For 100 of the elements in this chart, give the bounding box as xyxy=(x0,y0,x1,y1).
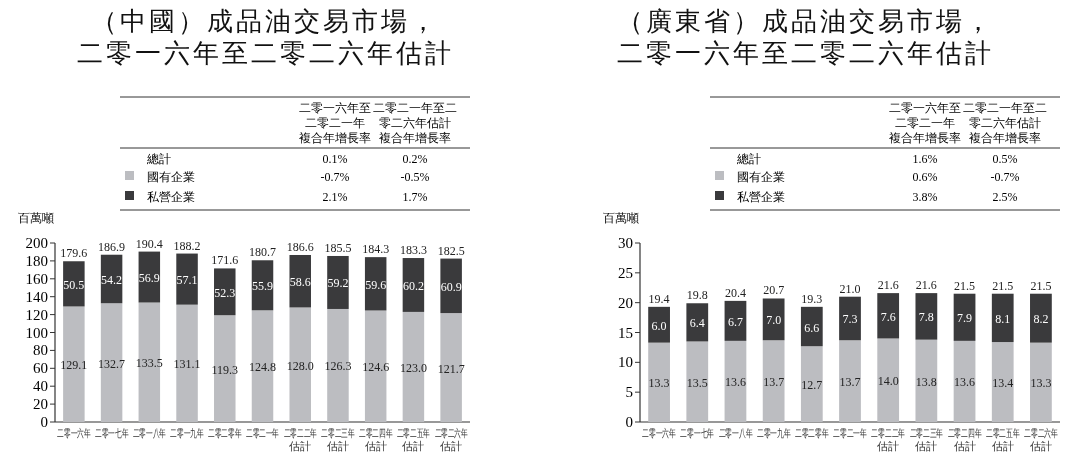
y-tick-label: 30 xyxy=(618,235,633,251)
bar xyxy=(991,293,1014,343)
y-tick-label: 40 xyxy=(33,378,48,395)
text: 二零二一年至二零二六年估計 xyxy=(373,101,457,130)
x-tick-label: 二零二二年估計 xyxy=(283,427,317,452)
x-tick-label: 二零一七年 xyxy=(680,427,715,440)
data-label: 6.0 xyxy=(651,318,667,333)
data-label: 50.5 xyxy=(63,277,85,292)
bar xyxy=(402,311,425,422)
data-label: 13.3 xyxy=(648,376,670,391)
total-label: 19.4 xyxy=(648,291,670,306)
bar xyxy=(251,310,274,422)
x-tick-label: 二零一九年 xyxy=(170,427,204,440)
x-tick-label: 二零一九年 xyxy=(756,427,791,440)
bar xyxy=(327,308,349,422)
y-tick-label: 0 xyxy=(625,414,633,430)
data-label: 6.6 xyxy=(804,320,820,335)
data-label: 6.4 xyxy=(689,316,705,331)
bar xyxy=(214,268,236,316)
y-tick-label: 10 xyxy=(618,354,633,371)
total-label: 171.6 xyxy=(211,253,239,268)
y-tick-label: 140 xyxy=(25,288,48,305)
legend-label: 國有企業 xyxy=(147,170,195,184)
data-label: 124.6 xyxy=(362,360,390,375)
total-label: 186.9 xyxy=(98,239,126,254)
bar xyxy=(648,342,670,422)
data-label: 128.0 xyxy=(286,358,314,373)
bar xyxy=(762,340,785,422)
total-label: 21.0 xyxy=(839,281,861,296)
text: 1.7% xyxy=(402,190,428,204)
bar xyxy=(839,296,861,341)
total-label: 21.6 xyxy=(915,278,937,293)
bar xyxy=(138,302,161,422)
data-label: 55.9 xyxy=(252,279,273,294)
total-label: 20.7 xyxy=(763,283,785,298)
total-label: 20.4 xyxy=(724,285,746,300)
data-label: 60.2 xyxy=(402,278,424,293)
data-label: 7.8 xyxy=(918,310,934,325)
x-tick-label: 二零一八年 xyxy=(132,427,166,440)
x-tick-label: 二零二四年估計 xyxy=(947,427,982,452)
data-label: 123.0 xyxy=(399,360,427,375)
data-label: 8.1 xyxy=(995,311,1011,326)
total-label: 190.4 xyxy=(135,236,163,251)
total-label: 188.2 xyxy=(173,238,201,253)
data-label: 7.6 xyxy=(880,309,896,324)
data-label: 119.3 xyxy=(211,362,239,377)
y-tick-label: 80 xyxy=(33,342,48,359)
data-label: 133.5 xyxy=(135,356,163,371)
data-label: 7.3 xyxy=(842,312,858,327)
bar xyxy=(800,346,823,422)
x-tick-label: 二零二二年估計 xyxy=(871,427,905,452)
data-label: 6.7 xyxy=(727,314,743,329)
bar xyxy=(724,340,747,422)
data-label: 121.7 xyxy=(437,361,465,376)
bar xyxy=(686,303,709,342)
text: 0.2% xyxy=(402,152,428,166)
x-tick-label: 二零二三年估計 xyxy=(909,427,944,452)
y-tick-label: 20 xyxy=(33,396,48,413)
bar xyxy=(762,298,785,341)
data-label: 52.3 xyxy=(214,285,236,300)
data-label: 12.7 xyxy=(801,378,823,393)
bar xyxy=(1030,293,1052,343)
text: 二零一六年至二零二一年 xyxy=(889,101,961,130)
bar xyxy=(100,303,123,422)
total-label: 19.3 xyxy=(801,291,823,306)
x-tick-label: 二零二五年估計 xyxy=(396,427,431,452)
total-label: 186.6 xyxy=(286,239,314,254)
y-axis-title: 百萬噸 xyxy=(18,211,54,225)
y-tick-label: 5 xyxy=(625,384,633,401)
x-tick-label: 二零二六年估計 xyxy=(1024,427,1058,452)
bar xyxy=(327,255,349,309)
text: -0.7% xyxy=(990,170,1020,184)
bar xyxy=(877,338,900,422)
legend-label: 國有企業 xyxy=(737,170,785,184)
x-tick-label: 二零二三年估計 xyxy=(321,427,355,452)
bar xyxy=(214,315,236,422)
data-label: 7.0 xyxy=(766,313,782,328)
total-label: 183.3 xyxy=(399,243,427,258)
data-label: 59.2 xyxy=(327,276,349,291)
total-label: 21.5 xyxy=(1030,278,1052,293)
x-tick-label: 二零一八年 xyxy=(718,427,753,440)
y-tick-label: 0 xyxy=(40,414,48,430)
text: 總計 xyxy=(736,152,761,166)
total-label: 21.6 xyxy=(877,278,899,293)
total-label: 21.5 xyxy=(954,278,976,293)
chart-title: （廣東省）成品油交易市場，二零一六年至二零二六年估計 xyxy=(616,7,994,68)
text: 0.5% xyxy=(992,152,1018,166)
total-label: 180.7 xyxy=(249,245,276,260)
text: 2.5% xyxy=(992,190,1018,204)
bar xyxy=(1030,342,1052,422)
y-tick-label: 180 xyxy=(25,252,48,269)
bar xyxy=(839,340,861,422)
data-label: 56.9 xyxy=(138,271,160,286)
bar xyxy=(953,340,976,422)
y-tick-label: 25 xyxy=(618,264,633,281)
text: 複合年增長率 xyxy=(379,131,451,145)
data-label: 57.1 xyxy=(176,273,198,288)
text: 0.1% xyxy=(322,152,348,166)
text: 二零一六年至二零二一年 xyxy=(299,101,371,130)
x-tick-label: 二零二五年估計 xyxy=(985,427,1020,452)
